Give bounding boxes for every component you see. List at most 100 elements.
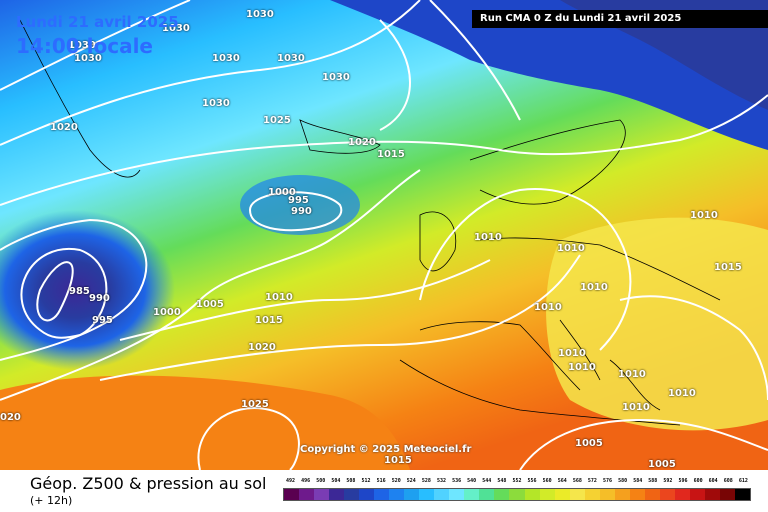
isobar-label: 1010 xyxy=(557,243,585,254)
run-info: Run CMA 0 Z du Lundi 21 avril 2025 xyxy=(472,10,768,28)
legend-value: 564 xyxy=(557,478,567,484)
isobar-label: 990 xyxy=(89,293,110,304)
legend-value: 600 xyxy=(693,478,703,484)
legend-value: 512 xyxy=(361,478,371,484)
legend-swatch xyxy=(629,489,645,500)
isobar-label: 1010 xyxy=(474,232,502,243)
isobar-label: 1005 xyxy=(575,438,603,449)
isobar-label: 1010 xyxy=(690,210,718,221)
legend-swatch xyxy=(734,489,750,500)
geopotential-field xyxy=(0,0,768,470)
isobar-label: 1025 xyxy=(263,115,291,126)
isobar-label: 995 xyxy=(92,315,113,326)
legend-value: 568 xyxy=(572,478,582,484)
legend-value: 592 xyxy=(663,478,673,484)
legend-value: 552 xyxy=(512,478,522,484)
isobar-label: 985 xyxy=(69,286,90,297)
color-legend: 492 496 500 504 508 512 516 520 524 528 532 536 540 5… xyxy=(283,478,751,501)
legend-swatch xyxy=(389,489,405,500)
legend-value: 532 xyxy=(436,478,446,484)
legend-swatch xyxy=(659,489,675,500)
isobar-label: 1020 xyxy=(248,342,276,353)
isobar-label: 1010 xyxy=(668,388,696,399)
legend-value: 576 xyxy=(603,478,613,484)
legend-swatch xyxy=(524,489,540,500)
legend-swatch xyxy=(719,489,735,500)
legend-labels: 492 496 500 504 508 512 516 520 524 528 532 536 540 5… xyxy=(283,478,751,488)
legend-value: 540 xyxy=(467,478,477,484)
legend-swatch xyxy=(434,489,450,500)
legend-value: 580 xyxy=(618,478,628,484)
legend-swatch xyxy=(509,489,525,500)
legend-swatch xyxy=(704,489,720,500)
legend-value: 536 xyxy=(452,478,462,484)
isobar-label: 1015 xyxy=(384,455,412,466)
legend-value: 504 xyxy=(331,478,341,484)
legend-value: 520 xyxy=(391,478,401,484)
isobar-label: 1000 xyxy=(153,307,181,318)
legend-swatches xyxy=(283,488,751,501)
forecast-time: 14:00 locale xyxy=(16,34,153,58)
isobar-label: 1020 xyxy=(50,122,78,133)
isobar-label: 1010 xyxy=(558,348,586,359)
isobar-label: 1030 xyxy=(202,98,230,109)
legend-swatch xyxy=(404,489,420,500)
legend-swatch xyxy=(284,489,300,500)
legend-swatch xyxy=(599,489,615,500)
legend-swatch xyxy=(314,489,330,500)
legend-value: 548 xyxy=(497,478,507,484)
legend-value: 500 xyxy=(316,478,326,484)
isobar-label: 1025 xyxy=(241,399,269,410)
isobar-label: 1005 xyxy=(648,459,676,470)
legend-swatch xyxy=(344,489,360,500)
isobar-label: 1030 xyxy=(68,40,96,51)
caption-subtitle: (+ 12h) xyxy=(30,494,73,507)
legend-value: 496 xyxy=(301,478,311,484)
isobar-label: 1010 xyxy=(265,292,293,303)
legend-swatch xyxy=(569,489,585,500)
legend-value: 492 xyxy=(286,478,296,484)
isobar-label: 1030 xyxy=(322,72,350,83)
isobar-label: 1010 xyxy=(568,362,596,373)
legend-swatch xyxy=(359,489,375,500)
legend-value: 516 xyxy=(376,478,386,484)
isobar-label: 990 xyxy=(291,206,312,217)
legend-swatch xyxy=(479,489,495,500)
legend-swatch xyxy=(464,489,480,500)
legend-value: 528 xyxy=(421,478,431,484)
legend-swatch xyxy=(554,489,570,500)
isobar-label: 1030 xyxy=(212,53,240,64)
isobar-label: 1030 xyxy=(277,53,305,64)
legend-swatch xyxy=(374,489,390,500)
legend-swatch xyxy=(674,489,690,500)
isobar-label: 1030 xyxy=(246,9,274,20)
legend-value: 584 xyxy=(633,478,643,484)
legend-value: 612 xyxy=(738,478,748,484)
legend-value: 560 xyxy=(542,478,552,484)
isobar-label: 1000 xyxy=(268,187,296,198)
legend-value: 524 xyxy=(406,478,416,484)
weather-map: 1030 1030 1030 1030 1030 1030 1030 1030 … xyxy=(0,0,768,470)
isobar-label: 1015 xyxy=(714,262,742,273)
isobar-label: 1020 xyxy=(348,137,376,148)
legend-swatch xyxy=(614,489,630,500)
legend-swatch xyxy=(539,489,555,500)
isobar-label: 995 xyxy=(288,195,309,206)
caption-title: Géop. Z500 & pression au sol xyxy=(30,474,267,493)
copyright: Copyright © 2025 Meteociel.fr xyxy=(300,444,472,455)
legend-value: 572 xyxy=(587,478,597,484)
legend-value: 508 xyxy=(346,478,356,484)
isobar-label: 1030 xyxy=(162,23,190,34)
legend-swatch xyxy=(419,489,435,500)
isobar-label: 1010 xyxy=(534,302,562,313)
legend-value: 544 xyxy=(482,478,492,484)
forecast-date: Lundi 21 avril 2025 xyxy=(16,13,179,31)
legend-swatch xyxy=(584,489,600,500)
legend-value: 608 xyxy=(723,478,733,484)
isobar-label: 1010 xyxy=(622,402,650,413)
legend-swatch xyxy=(329,489,345,500)
legend-swatch xyxy=(449,489,465,500)
isobar-label: 1015 xyxy=(377,149,405,160)
legend-swatch xyxy=(644,489,660,500)
isobar-label: 1015 xyxy=(255,315,283,326)
